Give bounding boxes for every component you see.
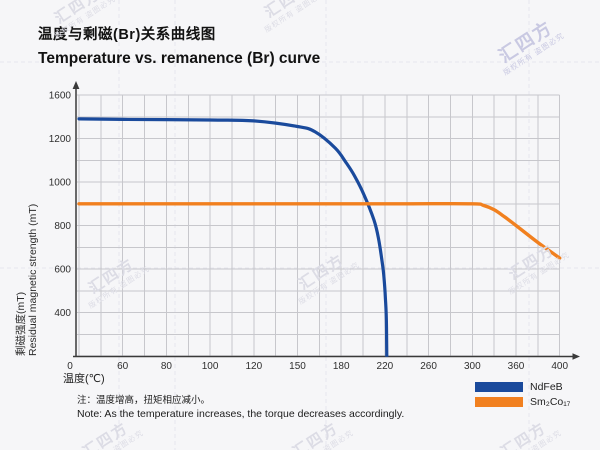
footnote-en: Note: As the temperature increases, the … (77, 408, 405, 420)
legend-item-sm2co17: Sm₂Co₁₇ (475, 397, 570, 407)
curve-smco (77, 201, 562, 260)
y-tick-label: 1000 (49, 178, 72, 189)
page-title-zh: 温度与剩磁(Br)关系曲线图 (38, 27, 216, 43)
ndfeb-color-swatch (475, 382, 523, 392)
sm2co17-legend-label: Sm₂Co₁₇ (530, 396, 571, 408)
x-tick-label: 150 (289, 361, 306, 372)
y-axis-title-en: Residual magnetic strength (mT) (27, 203, 39, 356)
y-axis-title-zh: 剩磁强度(mT) (15, 291, 27, 356)
legend-item-ndfeb: NdFeB (475, 382, 570, 392)
footnote-zh: 注：温度增高，扭矩相应减小。 (77, 395, 211, 406)
x-tick-label: 120 (245, 361, 262, 372)
x-tick-label: 180 (333, 361, 350, 372)
curve-ndfeb (77, 117, 389, 357)
x-tick-label: 360 (508, 361, 525, 372)
y-tick-label: 800 (54, 221, 71, 232)
x-tick-label: 0 (67, 361, 73, 372)
page-title-en: Temperature vs. remanence (Br) curve (38, 50, 321, 67)
x-axis-title: 温度(℃) (63, 373, 105, 385)
x-tick-label: 260 (420, 361, 437, 372)
y-tick-label: 1600 (49, 91, 72, 102)
y-tick-label: 600 (54, 265, 71, 276)
chart-header: 温度与剩磁(Br)关系曲线图 Temperature vs. remanence… (38, 26, 320, 69)
x-tick-label: 100 (202, 361, 219, 372)
y-tick-label: 400 (54, 308, 71, 319)
x-tick-label: 60 (117, 361, 129, 372)
x-tick-label: 300 (464, 361, 481, 372)
x-tick-label: 80 (161, 361, 173, 372)
sm2co17-color-swatch (475, 397, 523, 407)
y-tick-label: 1200 (49, 134, 72, 145)
legend: NdFeB Sm₂Co₁₇ (475, 382, 570, 412)
ndfeb-legend-label: NdFeB (530, 381, 563, 393)
x-tick-label: 400 (551, 361, 568, 372)
x-tick-label: 220 (377, 361, 394, 372)
footnote: 注：温度增高，扭矩相应减小。 Note: As the temperature … (77, 394, 404, 421)
